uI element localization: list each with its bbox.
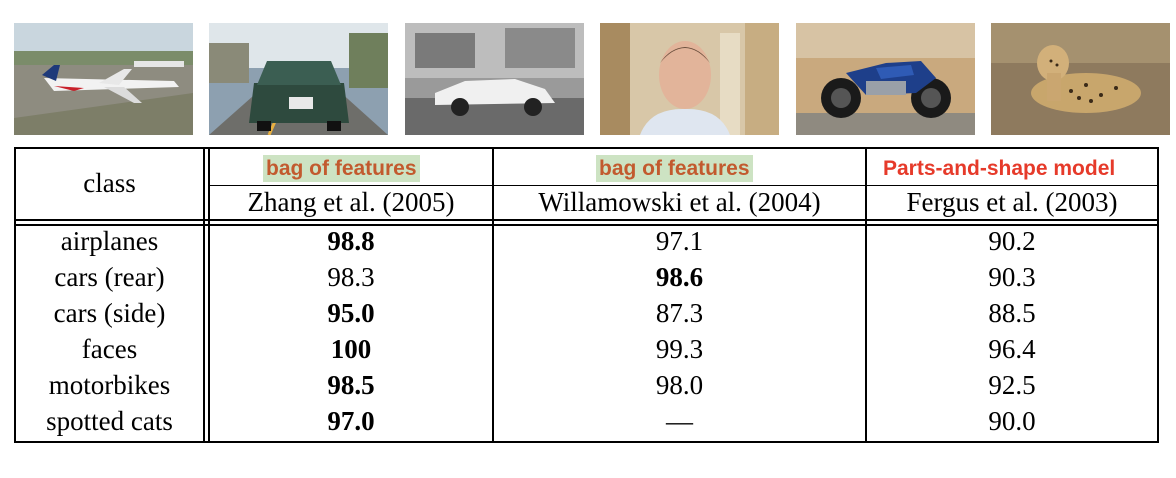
row-class-label: faces bbox=[81, 334, 138, 364]
method-tag-fergus: Parts-and-shape model bbox=[883, 157, 1116, 180]
row-value-fergus: 92.5 bbox=[988, 370, 1036, 400]
thumbnail-spotted-cats bbox=[991, 23, 1170, 135]
thumbnail-cars-side bbox=[405, 23, 584, 135]
table-rule-class-2 bbox=[208, 147, 210, 443]
row-value-zhang: 98.8 bbox=[327, 226, 375, 256]
class-column-header: class bbox=[83, 168, 136, 198]
table-rule-header-1 bbox=[14, 219, 1159, 221]
row-value-zhang: 97.0 bbox=[327, 406, 375, 436]
method-tag-zhang: bag of features bbox=[263, 155, 420, 182]
row-class-label: motorbikes bbox=[48, 370, 171, 400]
row-value-zhang: 100 bbox=[330, 334, 372, 364]
row-value-willamowski: 98.0 bbox=[655, 370, 704, 400]
table-rule-class-1 bbox=[203, 147, 205, 443]
results-table: class bag of features bag of features Pa… bbox=[14, 147, 1159, 443]
method-citation-zhang: Zhang et al. (2005) bbox=[247, 187, 455, 217]
thumbnail-airplanes bbox=[14, 23, 193, 135]
row-value-fergus: 90.3 bbox=[988, 262, 1036, 292]
row-value-fergus: 90.2 bbox=[988, 226, 1036, 256]
thumbnail-faces bbox=[600, 23, 779, 135]
table-border-right bbox=[1157, 147, 1159, 443]
thumbnail-motorbikes bbox=[796, 23, 975, 135]
row-class-label: spotted cats bbox=[46, 406, 173, 436]
method-citation-fergus: Fergus et al. (2003) bbox=[906, 187, 1118, 217]
method-citation-willamowski: Willamowski et al. (2004) bbox=[538, 187, 821, 217]
row-value-zhang: 95.0 bbox=[327, 298, 375, 328]
row-value-willamowski: 97.1 bbox=[655, 226, 704, 256]
row-value-willamowski: 87.3 bbox=[655, 298, 704, 328]
row-value-willamowski: 99.3 bbox=[655, 334, 704, 364]
row-value-willamowski: 98.6 bbox=[655, 262, 704, 292]
table-rule-col-3 bbox=[865, 147, 867, 443]
table-rule-header-2 bbox=[14, 224, 1159, 226]
thumbnail-cars-rear bbox=[209, 23, 388, 135]
table-border-top bbox=[14, 147, 1159, 149]
table-border-bottom bbox=[14, 441, 1159, 443]
row-class-label: cars (rear) bbox=[54, 262, 165, 292]
row-value-zhang: 98.5 bbox=[327, 370, 375, 400]
row-value-fergus: 88.5 bbox=[988, 298, 1036, 328]
row-value-zhang: 98.3 bbox=[327, 262, 375, 292]
row-value-fergus: 96.4 bbox=[988, 334, 1036, 364]
row-value-willamowski: — bbox=[666, 406, 693, 436]
row-value-fergus: 90.0 bbox=[988, 406, 1036, 436]
table-border-left bbox=[14, 147, 16, 443]
row-class-label: cars (side) bbox=[53, 298, 166, 328]
table-rule-col-2 bbox=[492, 147, 494, 443]
row-class-label: airplanes bbox=[60, 226, 159, 256]
table-rule-tag-row bbox=[210, 185, 1157, 186]
method-tag-willamowski: bag of features bbox=[596, 155, 753, 182]
